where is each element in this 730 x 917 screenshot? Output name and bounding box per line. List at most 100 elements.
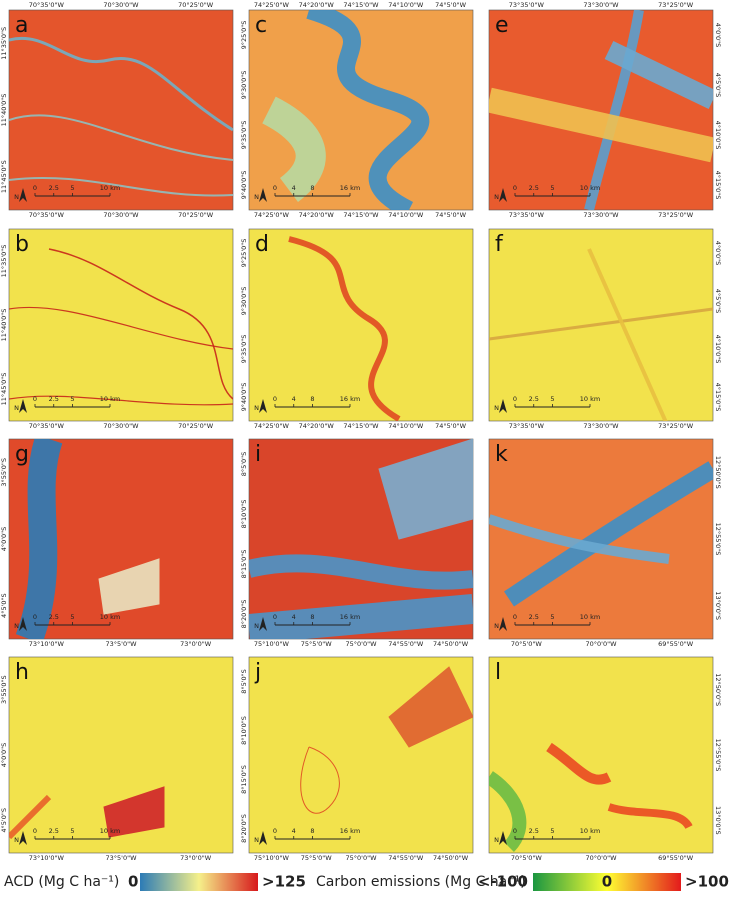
north-arrow	[259, 399, 267, 413]
emis-max: >100	[685, 873, 729, 891]
coord-label: 74°25'0"W	[254, 1, 290, 9]
scale-label: 4	[292, 395, 296, 403]
scale-label: 5	[550, 184, 554, 192]
coord-label: 3°55'0"S	[0, 675, 8, 704]
scale-label: 0	[33, 184, 37, 192]
coord-label: 4°5'0"S	[714, 289, 722, 314]
coord-label: 74°5'0"W	[435, 1, 467, 9]
panel-letter: b	[15, 232, 29, 257]
scale-label: 5	[70, 613, 74, 621]
north-label: N	[254, 836, 259, 844]
coord-label: 75°5'0"W	[301, 854, 333, 862]
panel-letter: j	[254, 660, 261, 685]
coord-label: 70°5'0"W	[511, 854, 543, 862]
map-feature	[604, 40, 713, 110]
scale-label: 5	[550, 827, 554, 835]
panel-letter: l	[495, 660, 501, 685]
coord-label: 75°5'0"W	[301, 640, 333, 648]
map-feature	[249, 594, 473, 639]
coord-label: 70°0'0"W	[586, 640, 618, 648]
coord-label: 74°25'0"W	[254, 422, 290, 430]
north-arrow	[499, 617, 507, 631]
scale-label: 0	[33, 613, 37, 621]
coord-label: 75°0'0"W	[346, 640, 378, 648]
map-panel: g 73°10'0"W 73°5'0"W 73°0'0"W 3°55'0"S 4°0'0"…	[0, 438, 234, 648]
coord-label: 4°5'0"S	[0, 593, 8, 618]
coord-label: 4°0'0"S	[714, 241, 722, 266]
north-label: N	[494, 404, 499, 412]
coord-label: 9°35'0"S	[240, 121, 248, 150]
scale-label: 10 km	[580, 184, 600, 192]
north-arrow	[19, 831, 27, 845]
coord-label: 9°40'0"S	[240, 171, 248, 200]
emis-min: <-100	[478, 873, 528, 891]
coord-label: 9°35'0"S	[240, 335, 248, 364]
coord-label: 73°25'0"W	[658, 422, 694, 430]
coord-label: 8°5'0"S	[240, 669, 248, 694]
map-feature	[9, 114, 233, 161]
coord-label: 74°15'0"W	[343, 422, 379, 430]
scale-label: 16 km	[340, 395, 360, 403]
coord-label: 73°25'0"W	[658, 211, 694, 219]
map-feature	[306, 10, 430, 210]
coord-label: 70°0'0"W	[586, 854, 618, 862]
scale-label: 5	[550, 395, 554, 403]
acd-colorbar	[140, 873, 258, 891]
scale-label: 5	[550, 613, 554, 621]
scale-label: 2.5	[49, 184, 59, 192]
north-label: N	[14, 622, 19, 630]
coord-label: 13°0'0"S	[714, 806, 722, 835]
scale-label: 8	[310, 613, 314, 621]
scale-label: 2.5	[529, 613, 539, 621]
scale-label: 8	[310, 395, 314, 403]
coord-label: 69°55'0"W	[658, 640, 694, 648]
map-feature	[15, 439, 63, 639]
coord-label: 4°0'0"S	[0, 527, 8, 552]
panel-letter: f	[495, 232, 504, 257]
scale-label: 4	[292, 184, 296, 192]
scale-label: 10 km	[100, 184, 120, 192]
coord-label: 8°15'0"S	[240, 550, 248, 579]
coord-label: 11°35'0"S	[0, 245, 8, 278]
coord-label: 8°20'0"S	[240, 814, 248, 843]
coord-label: 12°55'0"S	[714, 739, 722, 772]
scale-label: 16 km	[340, 613, 360, 621]
scale-label: 2.5	[529, 395, 539, 403]
coord-label: 74°10'0"W	[388, 211, 424, 219]
map-features	[15, 439, 160, 639]
north-label: N	[254, 622, 259, 630]
north-label: N	[14, 193, 19, 201]
scale-label: 10 km	[100, 827, 120, 835]
acd-min: 0	[128, 873, 138, 891]
coord-label: 74°50'0"W	[433, 854, 469, 862]
map-feature	[584, 10, 644, 210]
coord-label: 74°20'0"W	[299, 422, 335, 430]
map-feature	[489, 514, 670, 564]
scale-label: 2.5	[49, 395, 59, 403]
coord-label: 74°20'0"W	[299, 1, 335, 9]
coord-label: 75°10'0"W	[254, 640, 290, 648]
panel-letter: i	[255, 442, 261, 467]
coord-label: 74°55'0"W	[388, 640, 424, 648]
north-label: N	[14, 404, 19, 412]
scale-label: 0	[513, 827, 517, 835]
panel-letter: g	[15, 442, 29, 467]
coord-label: 70°25'0"W	[178, 422, 214, 430]
map-feature	[103, 786, 165, 838]
scale-label: 0	[513, 395, 517, 403]
map-features	[489, 10, 713, 210]
scale-label: 10 km	[580, 395, 600, 403]
map-image	[248, 228, 474, 422]
coord-label: 4°10'0"S	[714, 121, 722, 150]
scale-label: 4	[292, 827, 296, 835]
north-label: N	[254, 404, 259, 412]
coord-label: 9°30'0"S	[240, 71, 248, 100]
coord-label: 73°10'0"W	[29, 854, 65, 862]
coord-label: 8°15'0"S	[240, 765, 248, 794]
coord-label: 70°30'0"W	[103, 211, 139, 219]
scale-label: 4	[292, 613, 296, 621]
coord-label: 74°5'0"W	[435, 211, 467, 219]
map-feature	[261, 96, 326, 202]
coord-label: 4°5'0"S	[714, 73, 722, 98]
coord-label: 73°5'0"W	[106, 854, 138, 862]
